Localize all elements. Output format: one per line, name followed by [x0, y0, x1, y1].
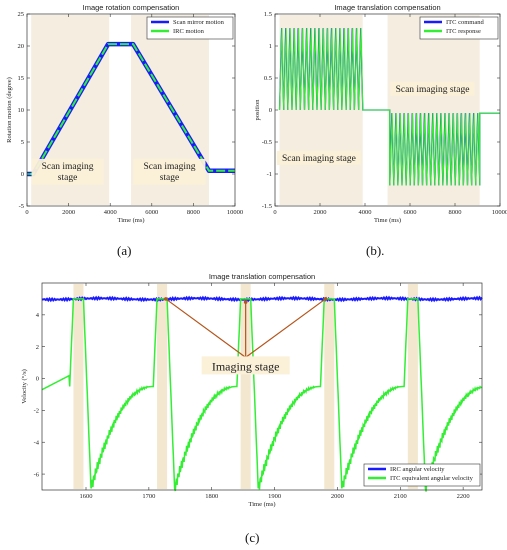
velocity-chart: Imaging stage 1600 1700 1800 1900 2000 2100 220…	[21, 272, 483, 508]
panel-a: Scan imaging stage Scan imaging stage 0 2000 4…	[0, 0, 250, 230]
a-x-axis-label: Time (ms)	[117, 217, 144, 224]
c-y-tick-label: -2	[34, 408, 39, 415]
b-legend-label: ITC command	[446, 19, 484, 26]
b-x-tick-label: 2000	[314, 209, 327, 216]
a-title: Image rotation compensation	[83, 3, 180, 12]
panel-b: Scan imaging stage Scan imaging stage 0 200…	[254, 0, 507, 230]
itc-equivalent-angular-velocity-line	[41, 298, 483, 492]
imaging-stage-band	[240, 284, 251, 489]
caption-c: (c)	[245, 530, 260, 545]
c-y-tick-label: -6	[34, 471, 40, 478]
stage-label-text: Scan imaging stage	[282, 154, 356, 164]
a-y-axis-label: Rotation motion (degree)	[6, 77, 13, 143]
stage-label-box	[276, 150, 361, 165]
c-x-tick-label: 2200	[457, 493, 470, 500]
a-legend-label: IRC motion	[173, 28, 205, 35]
c-x-tick-label: 1800	[205, 493, 218, 500]
stage-label-box	[31, 158, 104, 185]
a-x-tick-label: 6000	[145, 209, 158, 216]
a-y-tick-label: -5	[19, 203, 24, 210]
b-x-axis-label: Time (ms)	[374, 217, 401, 224]
a-legend-label: Scan mirror motion	[173, 19, 225, 26]
caption-b: (b).	[366, 243, 385, 258]
stage-label-text: Scan imaging	[42, 162, 94, 172]
annotation-arrow	[165, 298, 247, 358]
panel-c: Imaging stage 1600 1700 1800 1900 2000 2100 220…	[0, 270, 507, 525]
b-x-tick-label: 10000	[492, 209, 507, 216]
c-legend-label: IRC angular velocity	[390, 466, 445, 473]
c-x-tick-label: 1600	[80, 493, 93, 500]
irc-motion-line	[27, 43, 235, 175]
b-y-axis-label: position	[254, 99, 261, 121]
annotation-arrow-head	[323, 297, 328, 301]
c-x-tick-label: 2100	[394, 493, 407, 500]
c-plot-frame	[41, 282, 483, 491]
a-y-tick-label: 5	[21, 139, 24, 146]
c-legend-label: ITC equivalent angular velocity	[390, 475, 474, 482]
annotation-arrow	[245, 298, 326, 358]
imaging-stage-band	[157, 284, 168, 489]
b-legend-label: ITC response	[446, 28, 481, 35]
stage-label-text: stage	[160, 173, 180, 183]
b-y-tick-label: 0	[269, 107, 272, 114]
itc-response-line	[278, 28, 500, 186]
stage-label-box	[390, 81, 475, 96]
a-y-tick-label: 0	[21, 171, 24, 178]
a-y-tick-label: 20	[18, 43, 25, 50]
a-x-tick-label: 4000	[104, 209, 117, 216]
a-x-tick-label: 10000	[227, 209, 243, 216]
translation-chart: Scan imaging stage Scan imaging stage 0 200…	[254, 3, 507, 224]
b-x-tick-label: 6000	[404, 209, 417, 216]
a-x-tick-label: 2000	[62, 209, 75, 216]
a-y-tick-label: 10	[18, 107, 25, 114]
c-y-tick-label: 4	[36, 312, 40, 319]
stage-label-text: Scan imaging stage	[396, 85, 470, 95]
stage-label-box	[133, 158, 206, 185]
c-title: Image translation compensation	[209, 272, 315, 281]
b-x-tick-label: 0	[273, 209, 276, 216]
a-y-tick-label: 25	[18, 11, 25, 18]
caption-a: (a)	[117, 243, 132, 258]
b-x-tick-label: 4000	[359, 209, 372, 216]
a-x-tick-label: 0	[25, 209, 28, 216]
c-x-tick-label: 1900	[268, 493, 281, 500]
c-x-tick-label: 1700	[142, 493, 155, 500]
annotation-arrow-head	[164, 297, 168, 301]
imaging-stage-band	[407, 284, 418, 489]
stage-label-text: stage	[58, 173, 78, 183]
b-y-tick-label: -1.5	[262, 203, 272, 210]
a-x-tick-label: 8000	[187, 209, 200, 216]
c-y-tick-label: 2	[36, 344, 39, 351]
b-x-tick-label: 8000	[449, 209, 462, 216]
c-y-tick-label: 0	[36, 376, 39, 383]
imaging-stage-band	[73, 284, 84, 489]
c-y-tick-label: -4	[34, 439, 40, 446]
c-x-axis-label: Time (ms)	[248, 501, 275, 508]
b-title: Image translation compensation	[334, 3, 440, 12]
c-x-tick-label: 2000	[331, 493, 344, 500]
annotation-box	[201, 356, 290, 375]
annotation-arrow-head	[243, 300, 248, 304]
b-y-tick-label: 1	[269, 43, 272, 50]
b-y-tick-label: 1.5	[264, 11, 272, 18]
b-y-tick-label: -0.5	[262, 139, 272, 146]
b-y-tick-label: -1	[267, 171, 272, 178]
b-y-tick-label: 0.5	[264, 75, 272, 82]
c-legend-box	[363, 463, 481, 487]
stage-label-text: Scan imaging	[143, 162, 195, 172]
a-y-tick-label: 15	[18, 75, 25, 82]
annotation-text: Imaging stage	[212, 359, 280, 373]
c-y-axis-label: Velocity (°/s)	[21, 369, 28, 404]
imaging-stage-band	[324, 284, 335, 489]
